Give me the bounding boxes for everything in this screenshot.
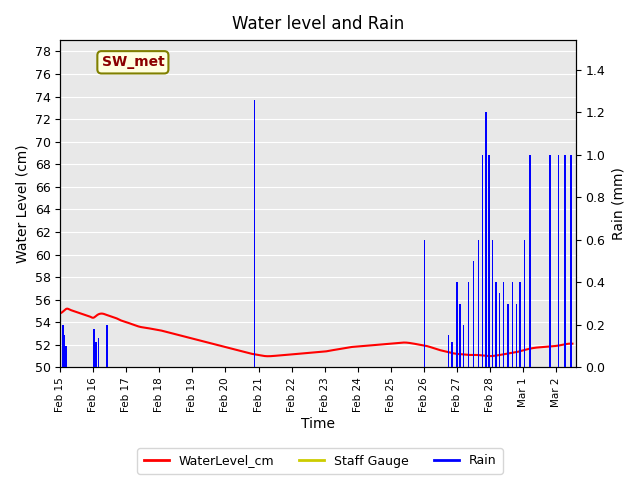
Text: SW_met: SW_met: [102, 55, 164, 69]
Bar: [524, 240, 525, 367]
Bar: [93, 329, 95, 367]
Bar: [64, 336, 65, 367]
Bar: [558, 155, 559, 367]
Bar: [564, 155, 566, 367]
Bar: [95, 342, 97, 367]
Bar: [448, 336, 449, 367]
Bar: [495, 282, 497, 367]
Bar: [499, 293, 500, 367]
Y-axis label: Rain (mm): Rain (mm): [611, 168, 625, 240]
Bar: [570, 155, 572, 367]
Bar: [460, 304, 461, 367]
Bar: [477, 240, 479, 367]
Bar: [508, 304, 509, 367]
Bar: [468, 282, 469, 367]
Bar: [511, 282, 513, 367]
Bar: [482, 155, 483, 367]
Bar: [492, 240, 493, 367]
Bar: [488, 155, 490, 367]
Bar: [62, 325, 63, 367]
Bar: [515, 304, 517, 367]
X-axis label: Time: Time: [301, 418, 335, 432]
Bar: [485, 112, 486, 367]
Bar: [451, 342, 452, 367]
Legend: WaterLevel_cm, Staff Gauge, Rain: WaterLevel_cm, Staff Gauge, Rain: [137, 448, 503, 474]
Bar: [254, 100, 255, 367]
Bar: [503, 282, 504, 367]
Bar: [463, 325, 464, 367]
Bar: [472, 261, 474, 367]
Bar: [549, 155, 550, 367]
Bar: [97, 337, 99, 367]
Bar: [424, 240, 425, 367]
Y-axis label: Water Level (cm): Water Level (cm): [15, 144, 29, 263]
Bar: [65, 346, 67, 367]
Bar: [520, 282, 521, 367]
Bar: [456, 282, 458, 367]
Title: Water level and Rain: Water level and Rain: [232, 15, 404, 33]
Bar: [529, 155, 531, 367]
Bar: [106, 325, 108, 367]
